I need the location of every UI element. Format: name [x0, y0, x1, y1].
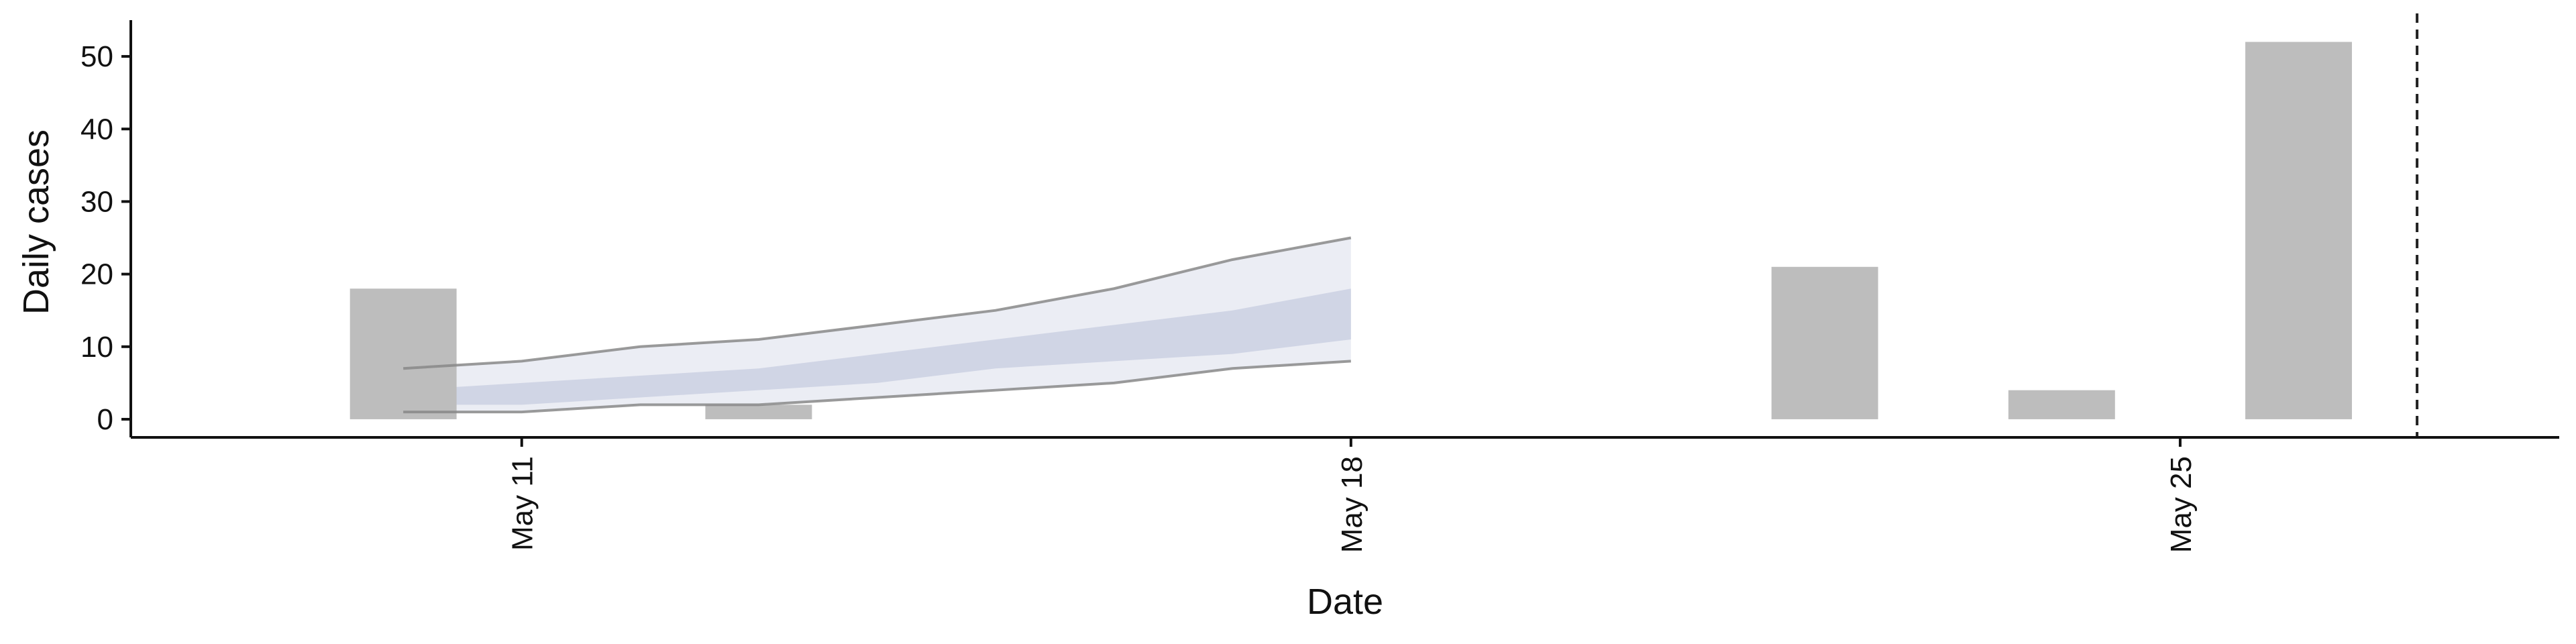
- forecast-lines: [403, 236, 1352, 414]
- x-tick-label-may-11: May 11: [506, 456, 539, 551]
- y-tick-label-30: 30: [80, 185, 113, 218]
- bar-2: [705, 405, 812, 419]
- bar-3: [1771, 266, 1878, 419]
- bar-5: [2245, 42, 2352, 419]
- y-tick-label-10: 10: [80, 331, 113, 364]
- bar-1: [350, 288, 457, 419]
- y-tick-label-40: 40: [80, 113, 113, 146]
- x-tick-label-may-18: May 18: [1336, 456, 1368, 553]
- x-tick-label-may-25: May 25: [2165, 456, 2198, 553]
- axes: 0 10 20 30 40 50 May 11 May 18 May 25: [80, 20, 2559, 553]
- y-tick-label-0: 0: [97, 403, 113, 436]
- forecast-lower-line: [403, 360, 1351, 414]
- bars: [350, 42, 2352, 419]
- y-axis-title: Daily cases: [16, 129, 56, 315]
- forecast-upper-line: [403, 236, 1352, 370]
- x-axis-title: Date: [1307, 582, 1383, 622]
- y-tick-label-50: 50: [80, 40, 113, 73]
- bar-4: [2008, 390, 2115, 419]
- forecast-inner-band: [403, 288, 1351, 405]
- y-tick-label-20: 20: [80, 258, 113, 291]
